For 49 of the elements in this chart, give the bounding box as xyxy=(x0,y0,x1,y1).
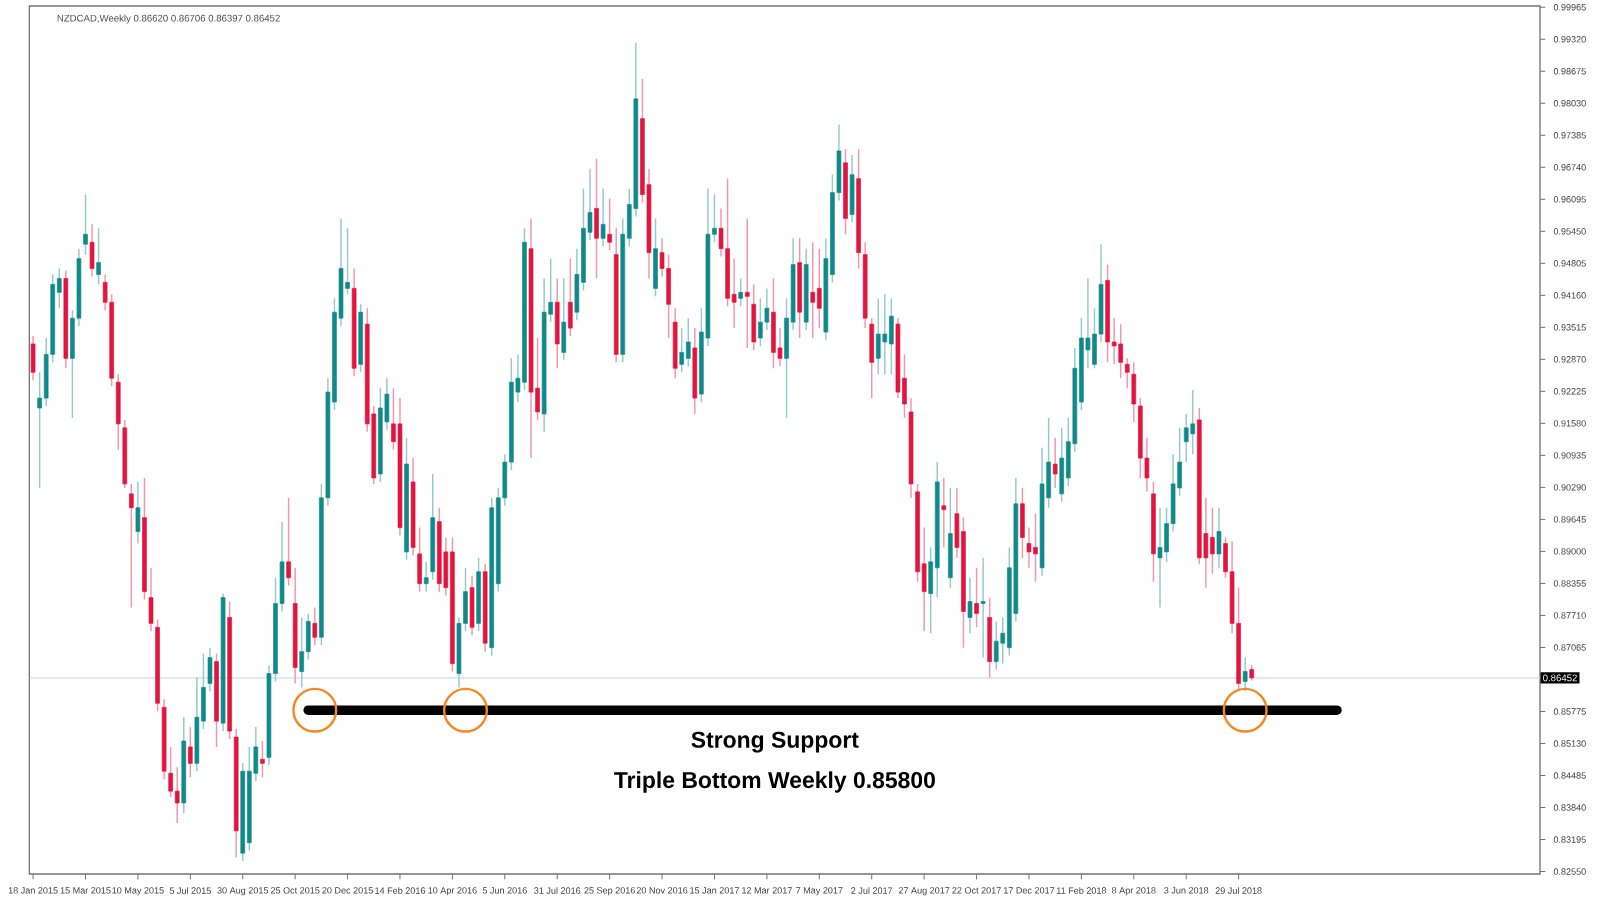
candlestick xyxy=(561,277,567,362)
candlestick xyxy=(987,596,992,679)
candlestick xyxy=(469,574,475,637)
candlestick xyxy=(89,223,95,278)
candlestick xyxy=(1059,427,1065,503)
candlestick xyxy=(174,766,180,824)
candlestick xyxy=(1033,512,1038,583)
candlestick xyxy=(1190,389,1196,455)
candlestick xyxy=(679,327,685,373)
candlestick xyxy=(600,187,606,247)
candlestick xyxy=(1216,507,1222,569)
candlestick xyxy=(1052,437,1058,489)
candlestick xyxy=(1210,507,1215,575)
annotation: Triple Bottom Weekly 0.85800 xyxy=(614,771,935,793)
candlestick xyxy=(1242,656,1248,693)
candlestick xyxy=(948,487,953,589)
candlestick xyxy=(312,606,318,646)
candlestick xyxy=(83,193,88,256)
candlestick xyxy=(1157,507,1163,609)
candlestick xyxy=(882,293,888,375)
candlestick xyxy=(653,217,658,298)
candlestick xyxy=(129,483,134,609)
candlestick xyxy=(771,277,776,370)
annotation: Strong Support xyxy=(691,731,859,753)
candlestick xyxy=(875,297,881,375)
candlestick xyxy=(744,217,750,349)
candlestick xyxy=(889,297,894,375)
candlestick xyxy=(188,726,193,778)
candlestick xyxy=(30,335,36,381)
candlestick xyxy=(96,227,101,286)
candlestick xyxy=(941,477,947,549)
candlestick xyxy=(738,277,743,307)
candlestick xyxy=(554,277,560,370)
candlestick xyxy=(568,257,573,337)
candlestick xyxy=(685,317,691,368)
candlestick xyxy=(980,557,986,659)
candlestick xyxy=(260,740,265,778)
candlestick xyxy=(1118,323,1123,379)
candlestick xyxy=(810,241,816,339)
candlestick xyxy=(993,620,999,671)
candlestick xyxy=(135,481,141,545)
candlestick xyxy=(967,576,973,635)
candlestick xyxy=(194,676,200,772)
candlestick xyxy=(849,154,855,224)
candlestick xyxy=(594,158,599,280)
candlestick xyxy=(817,247,822,329)
candlestick xyxy=(672,307,678,379)
candlestick xyxy=(974,567,979,629)
candlestick xyxy=(299,616,304,689)
